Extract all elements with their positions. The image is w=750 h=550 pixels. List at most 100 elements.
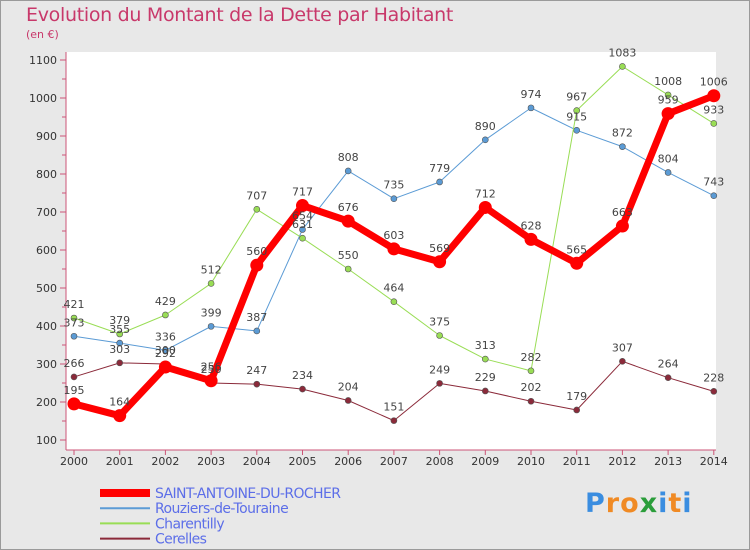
data-point-1 <box>573 127 581 134</box>
data-label-3: 307 <box>612 341 633 354</box>
data-point-0 <box>250 258 264 272</box>
legend-label-0: SAINT-ANTOINE-DU-ROCHER <box>155 486 341 502</box>
data-point-3 <box>573 406 581 414</box>
x-tick-label: 2002 <box>151 455 179 468</box>
data-label-2: 421 <box>64 298 85 311</box>
data-label-2: 512 <box>201 263 222 276</box>
data-label-2: 379 <box>109 314 130 327</box>
data-point-1 <box>116 339 123 347</box>
data-label-1: 808 <box>338 151 359 164</box>
data-point-2 <box>116 330 123 338</box>
data-point-3 <box>664 374 672 381</box>
data-label-1: 399 <box>201 306 222 319</box>
data-point-1 <box>299 226 306 233</box>
data-label-2: 933 <box>703 103 724 116</box>
data-point-2 <box>573 107 581 114</box>
data-label-0: 565 <box>566 243 587 256</box>
x-tick-label: 2009 <box>471 455 499 468</box>
logo-letter: x <box>639 488 659 519</box>
data-label-2: 550 <box>338 249 359 262</box>
x-tick-label: 2005 <box>289 455 317 468</box>
data-label-3: 179 <box>566 390 587 403</box>
chart-subtitle: (en €) <box>26 28 59 41</box>
data-point-2 <box>436 332 443 339</box>
data-point-1 <box>162 347 169 354</box>
data-label-0: 663 <box>612 206 633 219</box>
data-point-0 <box>615 219 629 233</box>
data-label-3: 300 <box>155 344 176 357</box>
data-label-1: 743 <box>703 176 724 189</box>
data-label-0: 676 <box>338 201 359 214</box>
data-point-3 <box>299 385 306 393</box>
data-point-3 <box>710 388 718 395</box>
data-point-0 <box>67 397 81 411</box>
data-label-0: 712 <box>475 187 496 200</box>
legend-label-2: Charentilly <box>155 516 224 532</box>
data-point-0 <box>524 232 538 246</box>
y-tick-label: 600 <box>36 244 57 257</box>
data-point-3 <box>481 387 489 395</box>
data-label-2: 967 <box>566 91 587 104</box>
data-point-3 <box>116 359 123 367</box>
data-label-2: 375 <box>429 316 450 329</box>
data-point-0 <box>296 199 309 213</box>
chart-title: Evolution du Montant de la Dette par Hab… <box>26 4 454 26</box>
data-label-0: 292 <box>155 347 176 360</box>
data-label-3: 229 <box>475 371 496 384</box>
data-point-1 <box>527 104 535 112</box>
x-tick-label: 2013 <box>654 455 682 468</box>
data-point-1 <box>619 143 626 150</box>
data-point-0 <box>478 200 492 214</box>
data-point-1 <box>664 169 672 176</box>
data-point-1 <box>481 136 489 144</box>
x-tick-label: 2014 <box>700 455 728 468</box>
proxiti-logo: Proxiti <box>585 488 693 519</box>
data-point-2 <box>481 355 489 363</box>
logo-letter: i <box>658 488 669 519</box>
data-label-2: 1083 <box>608 46 636 59</box>
x-tick-label: 2008 <box>426 455 454 468</box>
data-label-3: 234 <box>292 369 313 382</box>
data-label-3: 264 <box>658 358 679 371</box>
logo-letter: o <box>620 488 640 519</box>
data-point-1 <box>70 332 78 340</box>
data-label-2: 282 <box>521 351 542 364</box>
y-tick-label: 300 <box>36 358 57 371</box>
y-tick-label: 800 <box>36 168 57 181</box>
y-tick-label: 400 <box>36 320 57 333</box>
data-label-3: 303 <box>109 343 130 356</box>
data-label-2: 707 <box>246 189 267 202</box>
y-tick-label: 1100 <box>29 54 57 67</box>
data-label-1: 804 <box>658 152 679 165</box>
y-tick-label: 200 <box>36 396 57 409</box>
x-tick-label: 2006 <box>334 455 362 468</box>
data-point-2 <box>162 311 169 319</box>
data-label-2: 313 <box>475 339 496 352</box>
data-label-0: 569 <box>429 242 450 255</box>
data-point-1 <box>710 192 718 199</box>
data-point-2 <box>527 367 535 375</box>
data-label-1: 355 <box>109 323 130 336</box>
data-label-0: 195 <box>64 384 85 397</box>
data-label-0: 1006 <box>700 76 728 89</box>
logo-letter: P <box>585 488 606 519</box>
legend-label-1: Rouziers-de-Touraine <box>155 501 288 517</box>
data-label-0: 717 <box>292 186 313 199</box>
data-label-0: 959 <box>658 94 679 107</box>
y-tick-label: 700 <box>36 206 57 219</box>
logo-letter: t <box>668 488 683 519</box>
data-label-1: 974 <box>521 88 542 101</box>
data-label-3: 249 <box>429 363 450 376</box>
x-tick-label: 2011 <box>563 455 591 468</box>
data-point-2 <box>619 63 626 70</box>
data-label-2: 631 <box>292 218 313 231</box>
data-label-0: 628 <box>521 219 542 232</box>
x-tick-label: 2004 <box>243 455 271 468</box>
data-point-3 <box>527 397 535 405</box>
x-tick-label: 2012 <box>608 455 636 468</box>
data-point-0 <box>387 242 401 256</box>
data-label-1: 336 <box>155 330 176 343</box>
data-label-2: 464 <box>383 282 404 295</box>
data-point-2 <box>390 298 398 305</box>
y-tick-label: 100 <box>36 434 57 447</box>
